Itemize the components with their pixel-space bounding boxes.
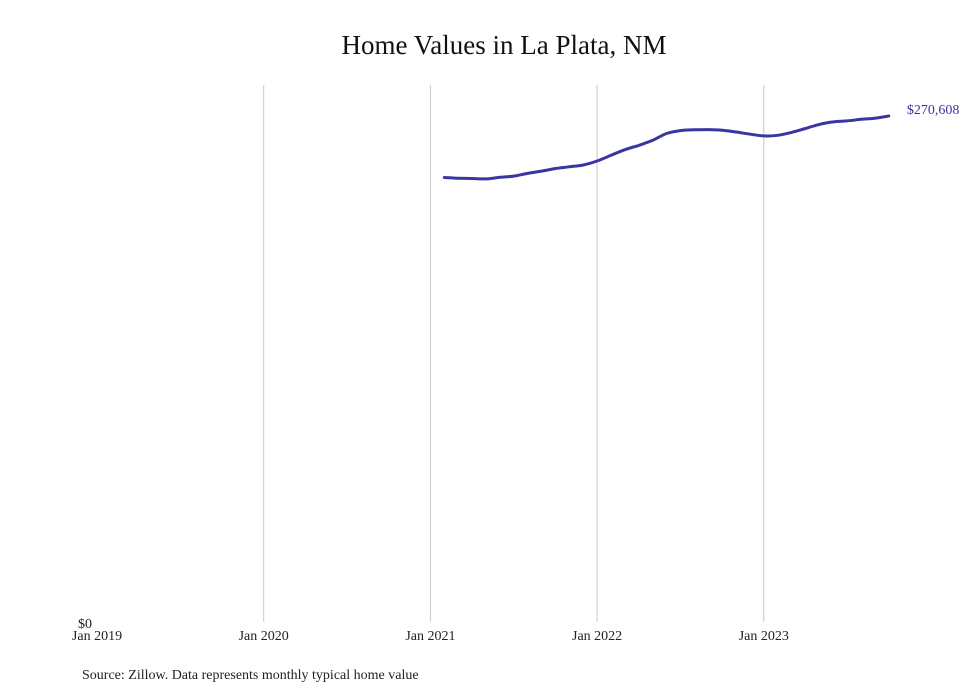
chart-title: Home Values in La Plata, NM bbox=[341, 30, 667, 60]
grid-lines bbox=[263, 85, 765, 622]
x-tick-label: Jan 2020 bbox=[239, 629, 289, 644]
x-tick-label: Jan 2023 bbox=[739, 629, 789, 644]
x-tick-label: Jan 2021 bbox=[405, 629, 455, 644]
series-end-label: $270,608 bbox=[907, 103, 960, 118]
series-lines: $270,608 bbox=[442, 103, 960, 181]
x-tick-label: Jan 2019 bbox=[72, 629, 122, 644]
x-tick-label: Jan 2022 bbox=[572, 629, 622, 644]
source-note: Source: Zillow. Data represents monthly … bbox=[82, 668, 419, 683]
axis-labels: Jan 2019 Jan 2020 Jan 2021 Jan 2022 Jan 2023… bbox=[72, 617, 789, 644]
y-tick-label: $0 bbox=[78, 617, 92, 632]
series-line bbox=[442, 114, 891, 181]
